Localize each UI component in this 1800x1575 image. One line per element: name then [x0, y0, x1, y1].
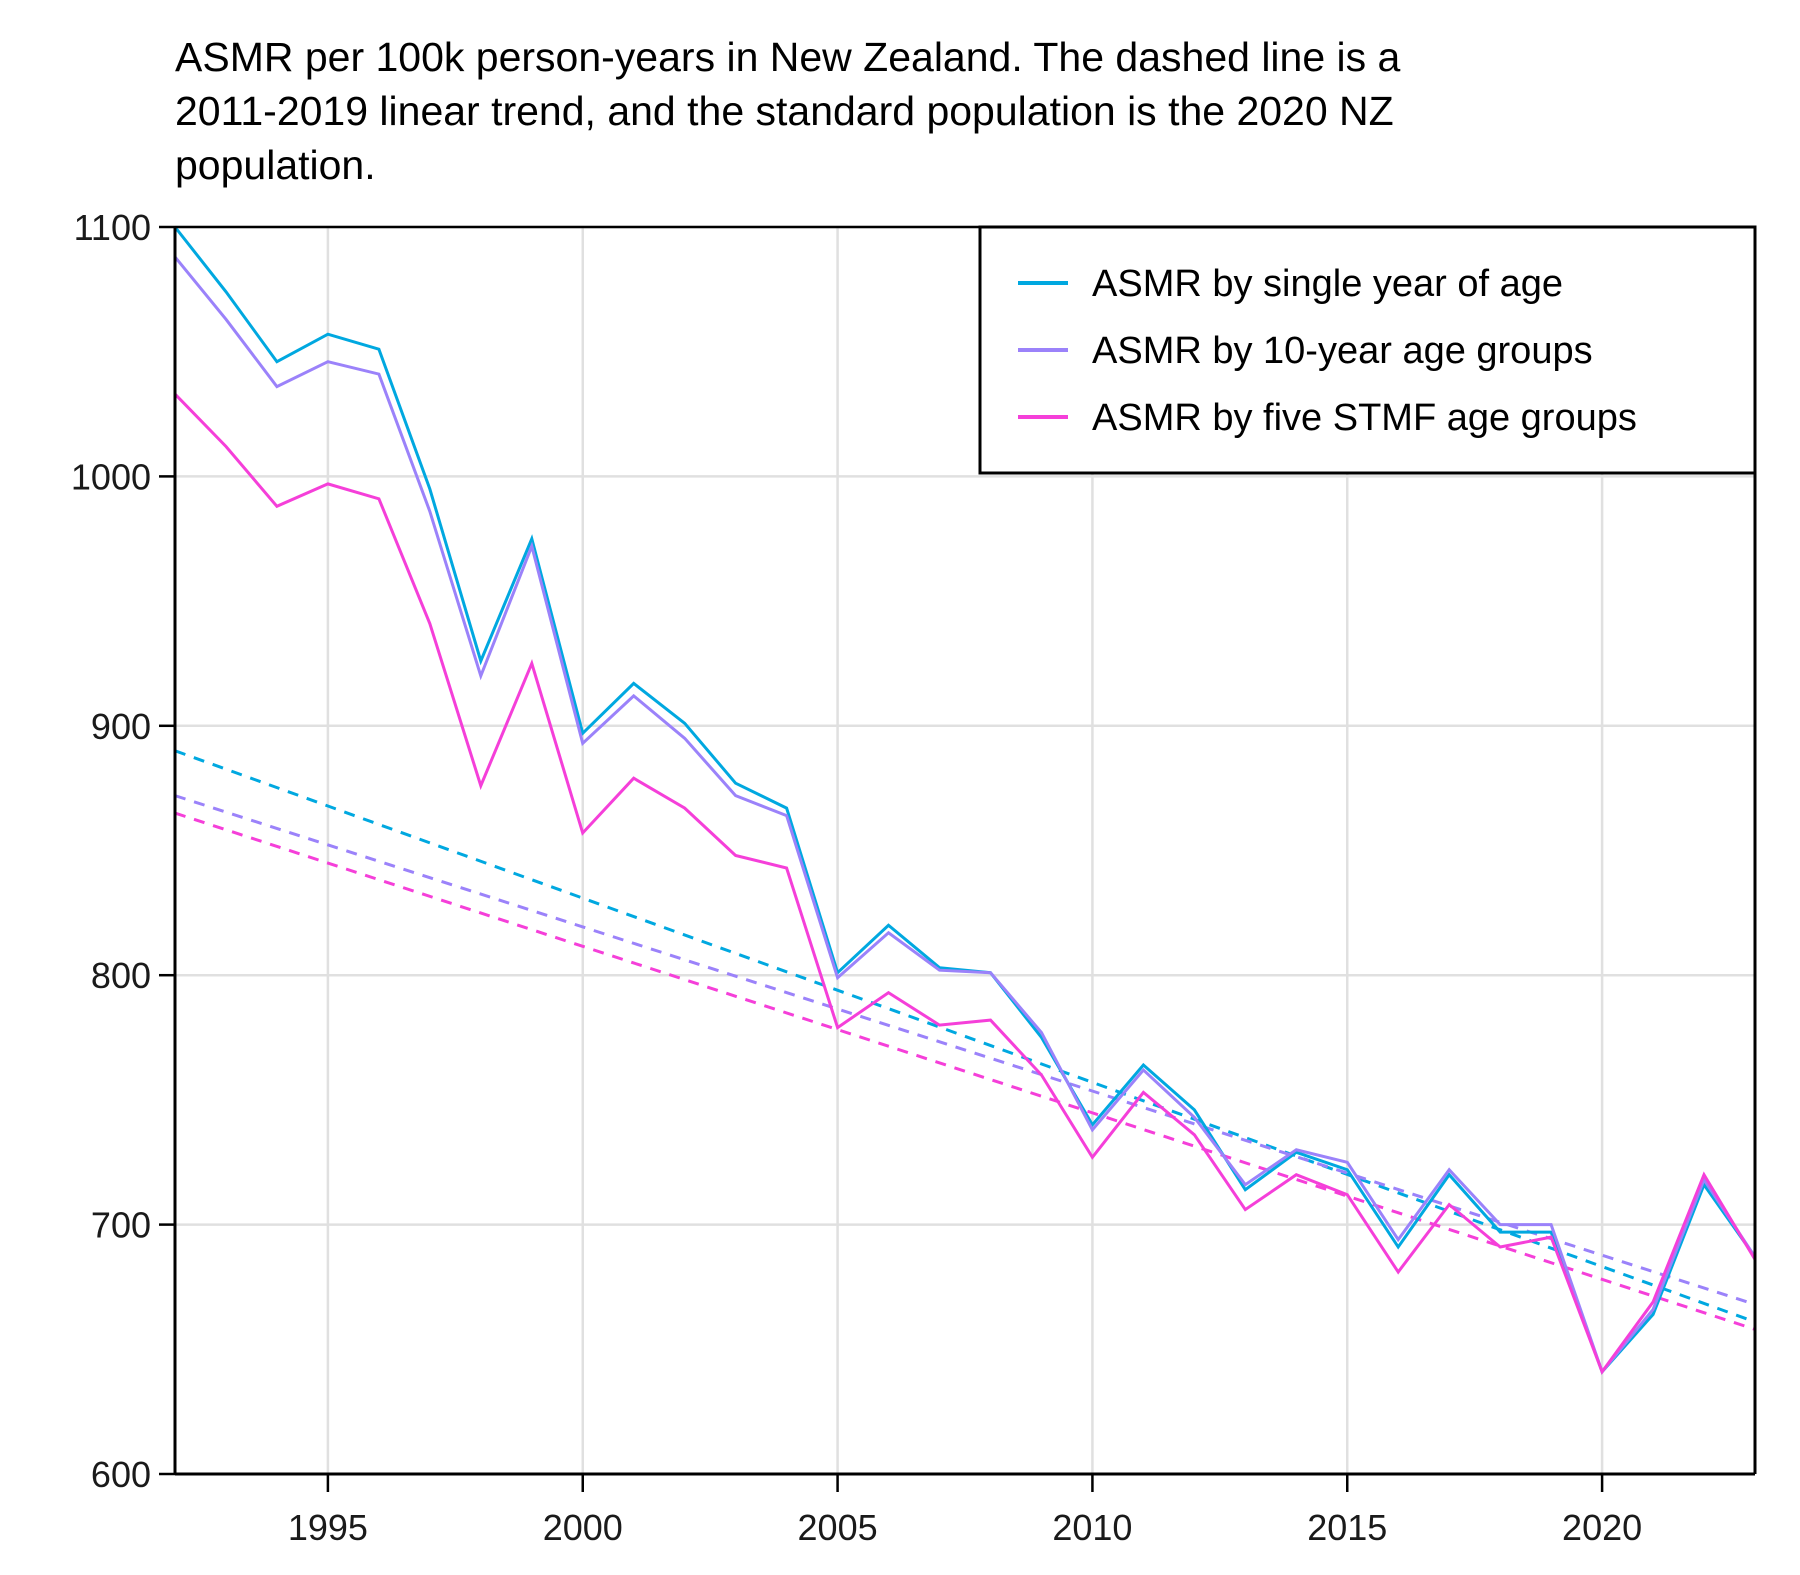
series-line: [173, 255, 1757, 1375]
y-tick-label: 600: [91, 1454, 151, 1495]
x-tick-label: 1995: [288, 1507, 368, 1548]
title-line: ASMR per 100k person-years in New Zealan…: [175, 34, 1401, 80]
legend-box: [978, 225, 1757, 475]
legend-label: ASMR by five STMF age groups: [1092, 397, 1637, 439]
x-tick-label: 2010: [1052, 1507, 1132, 1548]
x-tick-label: 2015: [1307, 1507, 1387, 1548]
y-tick-label: 700: [91, 1205, 151, 1246]
x-tick-label: 2005: [798, 1507, 878, 1548]
y-tick-label: 800: [91, 955, 151, 996]
legend-label: ASMR by single year of age: [1092, 263, 1563, 305]
title-line: population.: [175, 142, 376, 188]
title-line: 2011-2019 linear trend, and the standard…: [175, 88, 1394, 134]
y-tick-label: 900: [91, 706, 151, 747]
chart-title: ASMR per 100k person-years in New Zealan…: [175, 30, 1735, 192]
x-tick-label: 2000: [543, 1507, 623, 1548]
series-line: [173, 393, 1757, 1375]
legend: ASMR by single year of age ASMR by 10-yea…: [978, 225, 1757, 475]
trend-line: [174, 749, 1756, 1324]
y-tick-label: 1100: [74, 207, 151, 248]
series-lines: [173, 226, 1757, 1375]
legend-label: ASMR by 10-year age groups: [1092, 330, 1593, 372]
trend-line: [174, 794, 1756, 1306]
x-tick-label: 2020: [1562, 1507, 1642, 1548]
y-tick-label: 1000: [71, 456, 151, 497]
trend-lines: [174, 749, 1756, 1331]
trend-line: [174, 811, 1756, 1331]
